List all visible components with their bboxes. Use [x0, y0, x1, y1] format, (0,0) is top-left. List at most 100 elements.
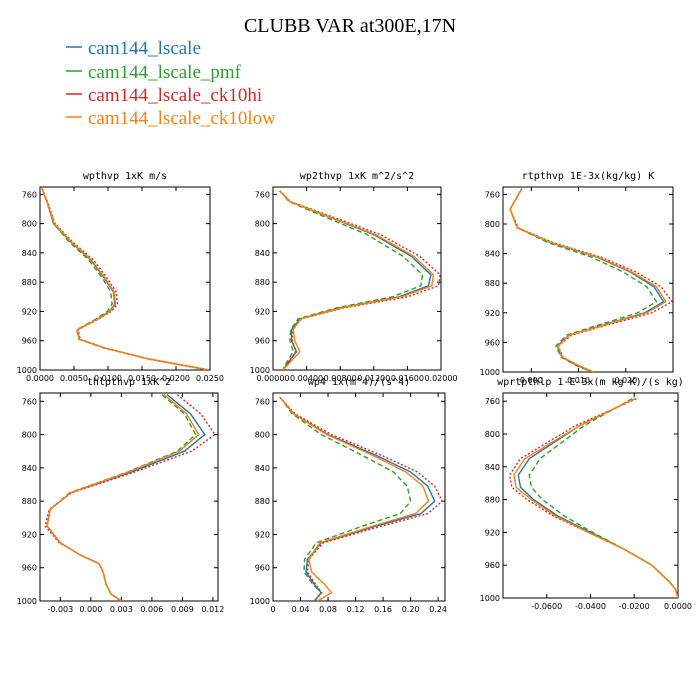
y-tick-label: 960 [22, 337, 37, 346]
chart-panel: rtpthvp 1E-3x(kg/kg) K 0.000 0.010 0.020 760… [480, 171, 674, 385]
plot-frame [272, 186, 442, 371]
y-tick-label: 1000 [480, 368, 500, 377]
chart-panel: thlpthvp 1xK^2 -0.003 0.000 0.003 0.006 0.009… [17, 377, 225, 614]
chart-panel: wp4 1x(m^4)/(s^4) 0 0.04 0.08 0.12 0.16 0.20 0.… [250, 377, 447, 614]
y-tick-label: 960 [485, 338, 500, 347]
y-tick-label: 840 [255, 464, 270, 473]
y-tick-label: 920 [255, 307, 270, 316]
legend-label: cam144_lscale_pmf [88, 62, 242, 83]
y-tick-label: 760 [255, 397, 270, 406]
y-tick-label: 920 [255, 530, 270, 539]
series-line-cam144_lscale [279, 190, 432, 370]
x-tick-label: 0.000 [79, 605, 102, 614]
x-tick-label: 0.16 [374, 605, 392, 614]
series-line-cam144_lscale_ck10hi [279, 396, 443, 601]
x-tick-label: 0.0000 [664, 602, 692, 611]
plot-frame [39, 186, 211, 371]
y-tick-label: 920 [22, 307, 37, 316]
series-line-cam144_lscale_ck10low [509, 188, 667, 372]
y-tick-label: 840 [22, 464, 37, 473]
x-tick-label: 0.0100 [94, 374, 122, 383]
y-tick-label: 800 [22, 220, 37, 229]
chart-panel: wpthvp 1xK m/s 0.0000 0.0050 0.0100 0.0150 0.… [17, 171, 224, 383]
series-line-cam144_lscale_ck10hi [41, 188, 210, 370]
x-tick-label: 0.0250 [196, 374, 224, 383]
y-tick-label: 840 [485, 463, 500, 472]
x-tick-label: 0.012 [201, 605, 224, 614]
x-tick-label: 0.010 [567, 376, 590, 385]
y-tick-label: 760 [22, 190, 37, 199]
x-tick-label: 0.0050 [60, 374, 88, 383]
panel-title: rtpthvp 1E-3x(kg/kg) K [522, 171, 654, 182]
x-tick-label: 0.000 [520, 376, 543, 385]
y-tick-label: 920 [485, 528, 500, 537]
y-tick-label: 760 [485, 397, 500, 406]
chart-panel: wprtpthlp 1-E-3x(m kg K)/(s kg) -0.0600 -0… [480, 377, 692, 611]
y-tick-label: 840 [485, 250, 500, 259]
x-tick-label: 0.00400 [290, 374, 323, 383]
x-tick-label: 0.009 [171, 605, 194, 614]
y-tick-label: 960 [255, 337, 270, 346]
x-tick-label: 0.003 [110, 605, 133, 614]
x-tick-label: 0.04 [292, 605, 310, 614]
y-tick-label: 960 [485, 561, 500, 570]
panel-title: wp2thvp 1xK m^2/s^2 [300, 171, 414, 182]
x-tick-label: 0.00800 [324, 374, 357, 383]
y-tick-label: 800 [255, 220, 270, 229]
legend-label: cam144_lscale [88, 38, 201, 59]
panel-title: wprtpthlp 1-E-3x(m kg K)/(s kg) [497, 377, 684, 388]
x-tick-label: 0.006 [140, 605, 163, 614]
chart-panel: wp2thvp 1xK m^2/s^2 0.00000 0.00400 0.00800… [250, 171, 458, 383]
series-line-cam144_lscale_ck10low [46, 394, 200, 601]
y-tick-label: 880 [255, 497, 270, 506]
series-line-cam144_lscale_ck10low [279, 190, 435, 370]
plot-frame [272, 392, 446, 602]
series-line-cam144_lscale_pmf [279, 190, 424, 370]
x-tick-label: 0.0150 [128, 374, 156, 383]
y-tick-label: 920 [485, 309, 500, 318]
y-tick-label: 800 [485, 220, 500, 229]
series-line-cam144_lscale_ck10hi [509, 188, 673, 372]
x-tick-label: -0.0200 [619, 602, 650, 611]
x-tick-label: 0.01200 [357, 374, 390, 383]
x-tick-label: -0.0600 [531, 602, 562, 611]
series-line-cam144_lscale_ck10low [41, 188, 209, 370]
series-line-cam144_lscale_ck10hi [508, 398, 678, 598]
series-line-cam144_lscale_ck10hi [44, 394, 216, 601]
panel-title: thlpthvp 1xK^2 [87, 377, 171, 388]
series-line-cam144_lscale_pmf [509, 188, 658, 372]
x-tick-label: 0.0200 [162, 374, 190, 383]
y-tick-label: 1000 [480, 594, 500, 603]
panels: wpthvp 1xK m/s0.0000 0.0050 0.0100 0.0150 0.… [17, 171, 692, 614]
series-line-cam144_lscale [46, 394, 206, 601]
plot-frame [39, 392, 219, 602]
y-tick-label: 760 [485, 190, 500, 199]
y-tick-label: 960 [22, 564, 37, 573]
x-tick-label: 0.020 [614, 376, 637, 385]
y-tick-label: 1000 [17, 366, 37, 375]
panel-title: wp4 1x(m^4)/(s^4) [308, 377, 410, 388]
x-tick-label: 0.08 [319, 605, 337, 614]
y-tick-label: 840 [255, 249, 270, 258]
legend-label: cam144_lscale_ck10hi [88, 85, 262, 106]
x-tick-label: 0.00000 [256, 374, 289, 383]
legend: cam144_lscale cam144_lscale_pmf cam144_l… [66, 38, 276, 129]
y-tick-label: 960 [255, 564, 270, 573]
y-tick-label: 880 [485, 496, 500, 505]
series-line-cam144_lscale_ck10hi [279, 190, 441, 370]
x-tick-label: 0.0000 [26, 374, 54, 383]
y-tick-label: 800 [485, 430, 500, 439]
y-tick-label: 880 [255, 278, 270, 287]
y-tick-label: 880 [22, 278, 37, 287]
plot-frame [502, 186, 674, 373]
y-tick-label: 920 [22, 530, 37, 539]
series-line-cam144_lscale [509, 188, 665, 372]
x-tick-label: -0.003 [47, 605, 73, 614]
x-tick-label: 0.02000 [424, 374, 457, 383]
y-tick-label: 800 [255, 431, 270, 440]
figure-title: CLUBB VAR at300E,17N [244, 15, 456, 37]
y-tick-label: 840 [22, 249, 37, 258]
series-line-cam144_lscale_pmf [41, 188, 209, 370]
x-tick-label: 0.12 [347, 605, 365, 614]
